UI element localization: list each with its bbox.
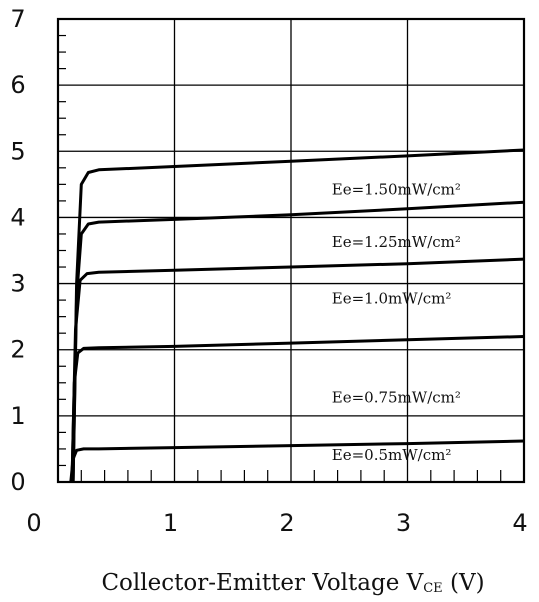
series-label: Ee=1.0mW/cm²: [332, 289, 452, 307]
y-tick-label: 6: [10, 71, 25, 99]
y-tick-label: 3: [10, 270, 25, 298]
y-tick-label: 5: [10, 137, 25, 165]
plot-frame: [56, 17, 526, 484]
x-tick-label: 0: [26, 509, 41, 537]
series-line: [70, 257, 525, 483]
y-tick-label: 4: [10, 203, 25, 231]
y-tick-label: 2: [10, 336, 25, 364]
grid: [58, 19, 524, 482]
series-label: Ee=0.5mW/cm²: [332, 446, 452, 464]
series-label: Ee=1.25mW/cm²: [332, 233, 461, 251]
series-line: [71, 200, 525, 483]
x-tick-label: 2: [279, 509, 294, 537]
x-tick-label: 1: [163, 509, 178, 537]
x-tick-label: 3: [396, 509, 411, 537]
y-tick-label: 7: [10, 5, 25, 33]
series-label: Ee=1.50mW/cm²: [332, 180, 461, 198]
tick-labels: 0 1 2 3 4 0 1 2 3 4 5 6 7: [10, 5, 527, 537]
series-line: [71, 148, 525, 483]
series-curves: [69, 148, 525, 483]
series-line: [70, 335, 525, 483]
x-tick-label: 4: [512, 509, 527, 537]
series-labels: Ee=1.50mW/cm² Ee=1.25mW/cm² Ee=1.0mW/cm² Ee…: [332, 180, 461, 464]
series-line: [69, 439, 525, 483]
series-label: Ee=0.75mW/cm²: [332, 389, 461, 407]
x-axis-title: Collector-Emitter Voltage VCE (V): [101, 570, 484, 596]
y-tick-label: 0: [10, 468, 25, 496]
y-tick-label: 1: [10, 402, 25, 430]
